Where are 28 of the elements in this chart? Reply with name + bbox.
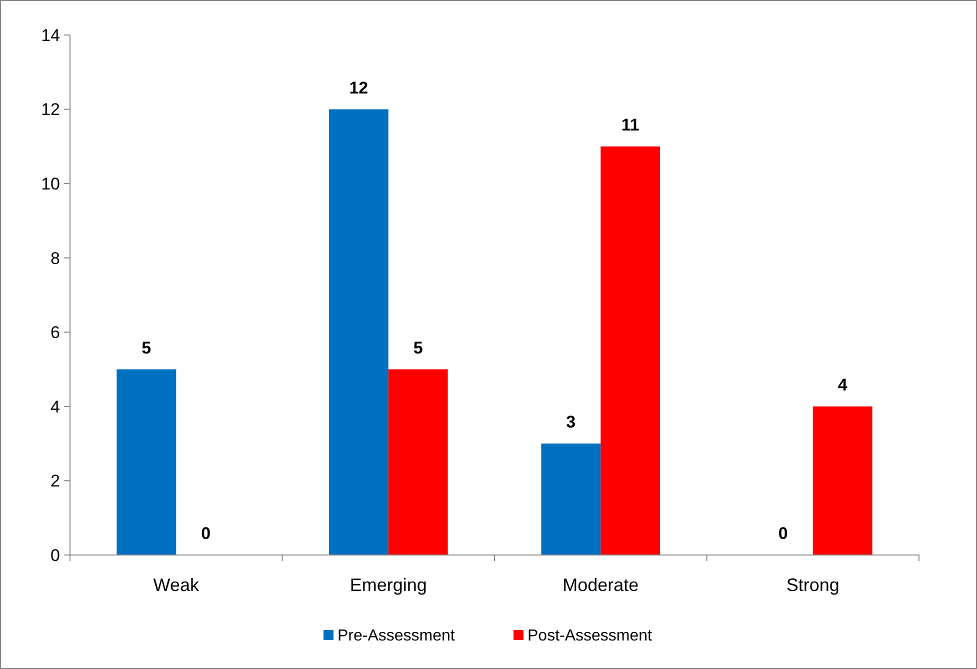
data-label: 4 — [838, 375, 848, 394]
data-label: 12 — [349, 78, 368, 98]
legend-label: Post-Assessment — [528, 628, 653, 645]
data-label: 0 — [778, 524, 788, 543]
x-tick-label: Moderate — [562, 575, 639, 595]
data-label: 11 — [621, 115, 640, 134]
y-tick-label: 2 — [50, 472, 60, 491]
y-tick-label: 0 — [50, 546, 60, 565]
bar — [328, 109, 388, 555]
data-label: 5 — [413, 338, 423, 358]
bar — [600, 146, 660, 555]
y-tick-label: 4 — [50, 397, 60, 416]
y-tick-label: 8 — [50, 248, 60, 268]
bar — [541, 444, 601, 555]
bar — [388, 369, 448, 555]
x-tick-label: Weak — [153, 575, 200, 595]
legend-label: Pre-Assessment — [338, 628, 456, 645]
y-tick-label: 6 — [50, 323, 60, 342]
bar — [116, 369, 176, 555]
data-label: 3 — [566, 412, 576, 432]
x-tick-label: Emerging — [350, 575, 427, 595]
y-tick-label: 10 — [41, 174, 60, 194]
y-tick-label: 14 — [41, 26, 60, 45]
data-label: 0 — [201, 524, 211, 543]
data-label: 5 — [142, 338, 152, 358]
x-tick-label: Strong — [786, 575, 840, 595]
y-tick-label: 12 — [41, 100, 60, 120]
bar — [812, 406, 872, 555]
